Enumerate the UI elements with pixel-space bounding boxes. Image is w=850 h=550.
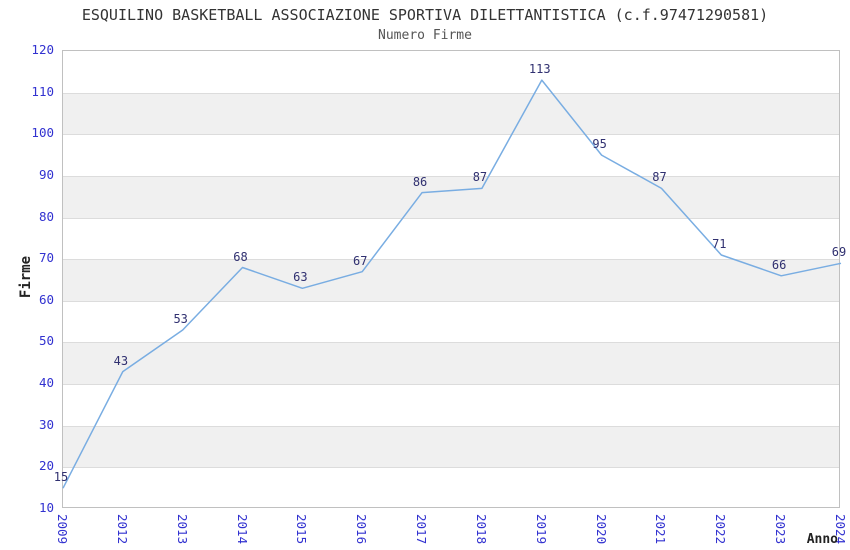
point-value-label: 15 bbox=[53, 470, 69, 485]
point-value-label: 53 bbox=[173, 311, 188, 326]
plot-band bbox=[63, 425, 839, 468]
plot-band bbox=[63, 259, 839, 301]
x-axis-title: Anno bbox=[806, 532, 838, 547]
y-tick-label: 10 bbox=[38, 500, 54, 515]
series-line bbox=[62, 79, 842, 489]
point-value-label: 113 bbox=[528, 62, 551, 77]
y-tick-label: 50 bbox=[38, 333, 54, 349]
gridline bbox=[63, 175, 839, 177]
gridline bbox=[63, 134, 839, 136]
plot-band bbox=[63, 342, 839, 385]
y-tick-label: 110 bbox=[31, 83, 54, 99]
point-value-label: 66 bbox=[771, 257, 787, 272]
gridline bbox=[63, 259, 839, 261]
x-tick-label: 2020 bbox=[593, 514, 609, 545]
gridline bbox=[63, 217, 839, 219]
gridline bbox=[63, 92, 839, 94]
chart-subtitle: Numero Firme bbox=[378, 28, 472, 43]
y-tick-label: 20 bbox=[38, 458, 54, 474]
x-tick-label: 2021 bbox=[653, 514, 669, 545]
point-value-label: 63 bbox=[293, 270, 308, 285]
gridline bbox=[63, 425, 839, 427]
point-value-label: 86 bbox=[412, 174, 428, 189]
gridline bbox=[63, 467, 839, 469]
line-series bbox=[62, 79, 842, 489]
chart-title: ESQUILINO BASKETBALL ASSOCIAZIONE SPORTI… bbox=[81, 6, 769, 24]
y-tick-label: 70 bbox=[38, 250, 54, 266]
x-tick-label: 2015 bbox=[294, 514, 310, 545]
point-value-label: 95 bbox=[592, 137, 607, 152]
y-tick-label: 100 bbox=[31, 125, 54, 141]
y-tick-label: 60 bbox=[38, 291, 54, 307]
y-tick-label: 40 bbox=[38, 375, 54, 391]
x-tick-label: 2017 bbox=[414, 514, 430, 545]
point-value-label: 87 bbox=[472, 170, 488, 185]
gridline bbox=[63, 300, 839, 302]
x-tick-label: 2018 bbox=[473, 514, 489, 545]
point-value-label: 68 bbox=[233, 249, 248, 264]
point-value-label: 71 bbox=[712, 237, 727, 252]
point-value-label: 69 bbox=[831, 245, 847, 260]
y-tick-label: 80 bbox=[38, 208, 54, 224]
point-value-label: 43 bbox=[113, 353, 129, 368]
point-value-label: 67 bbox=[352, 253, 368, 268]
plot-area: 15 43 53 68 63 67 86 87 113 95 87 71 66 69 bbox=[54, 50, 846, 508]
y-tick-label: 120 bbox=[31, 42, 54, 57]
y-axis-title: Firme bbox=[18, 255, 34, 299]
gridline bbox=[63, 342, 839, 344]
y-tick-label: 30 bbox=[38, 416, 54, 432]
x-tick-label: 2013 bbox=[174, 514, 190, 545]
gridline bbox=[63, 384, 839, 386]
x-tick-label: 2012 bbox=[114, 514, 130, 545]
point-value-label: 87 bbox=[652, 170, 667, 185]
x-tick-label: 2009 bbox=[55, 514, 70, 545]
y-tick-label: 90 bbox=[38, 166, 54, 182]
plot-band bbox=[63, 92, 839, 135]
x-tick-label: 2014 bbox=[234, 514, 250, 545]
x-tick-label: 2019 bbox=[533, 514, 549, 545]
plot-band bbox=[63, 175, 839, 218]
x-tick-label: 2016 bbox=[354, 514, 370, 545]
